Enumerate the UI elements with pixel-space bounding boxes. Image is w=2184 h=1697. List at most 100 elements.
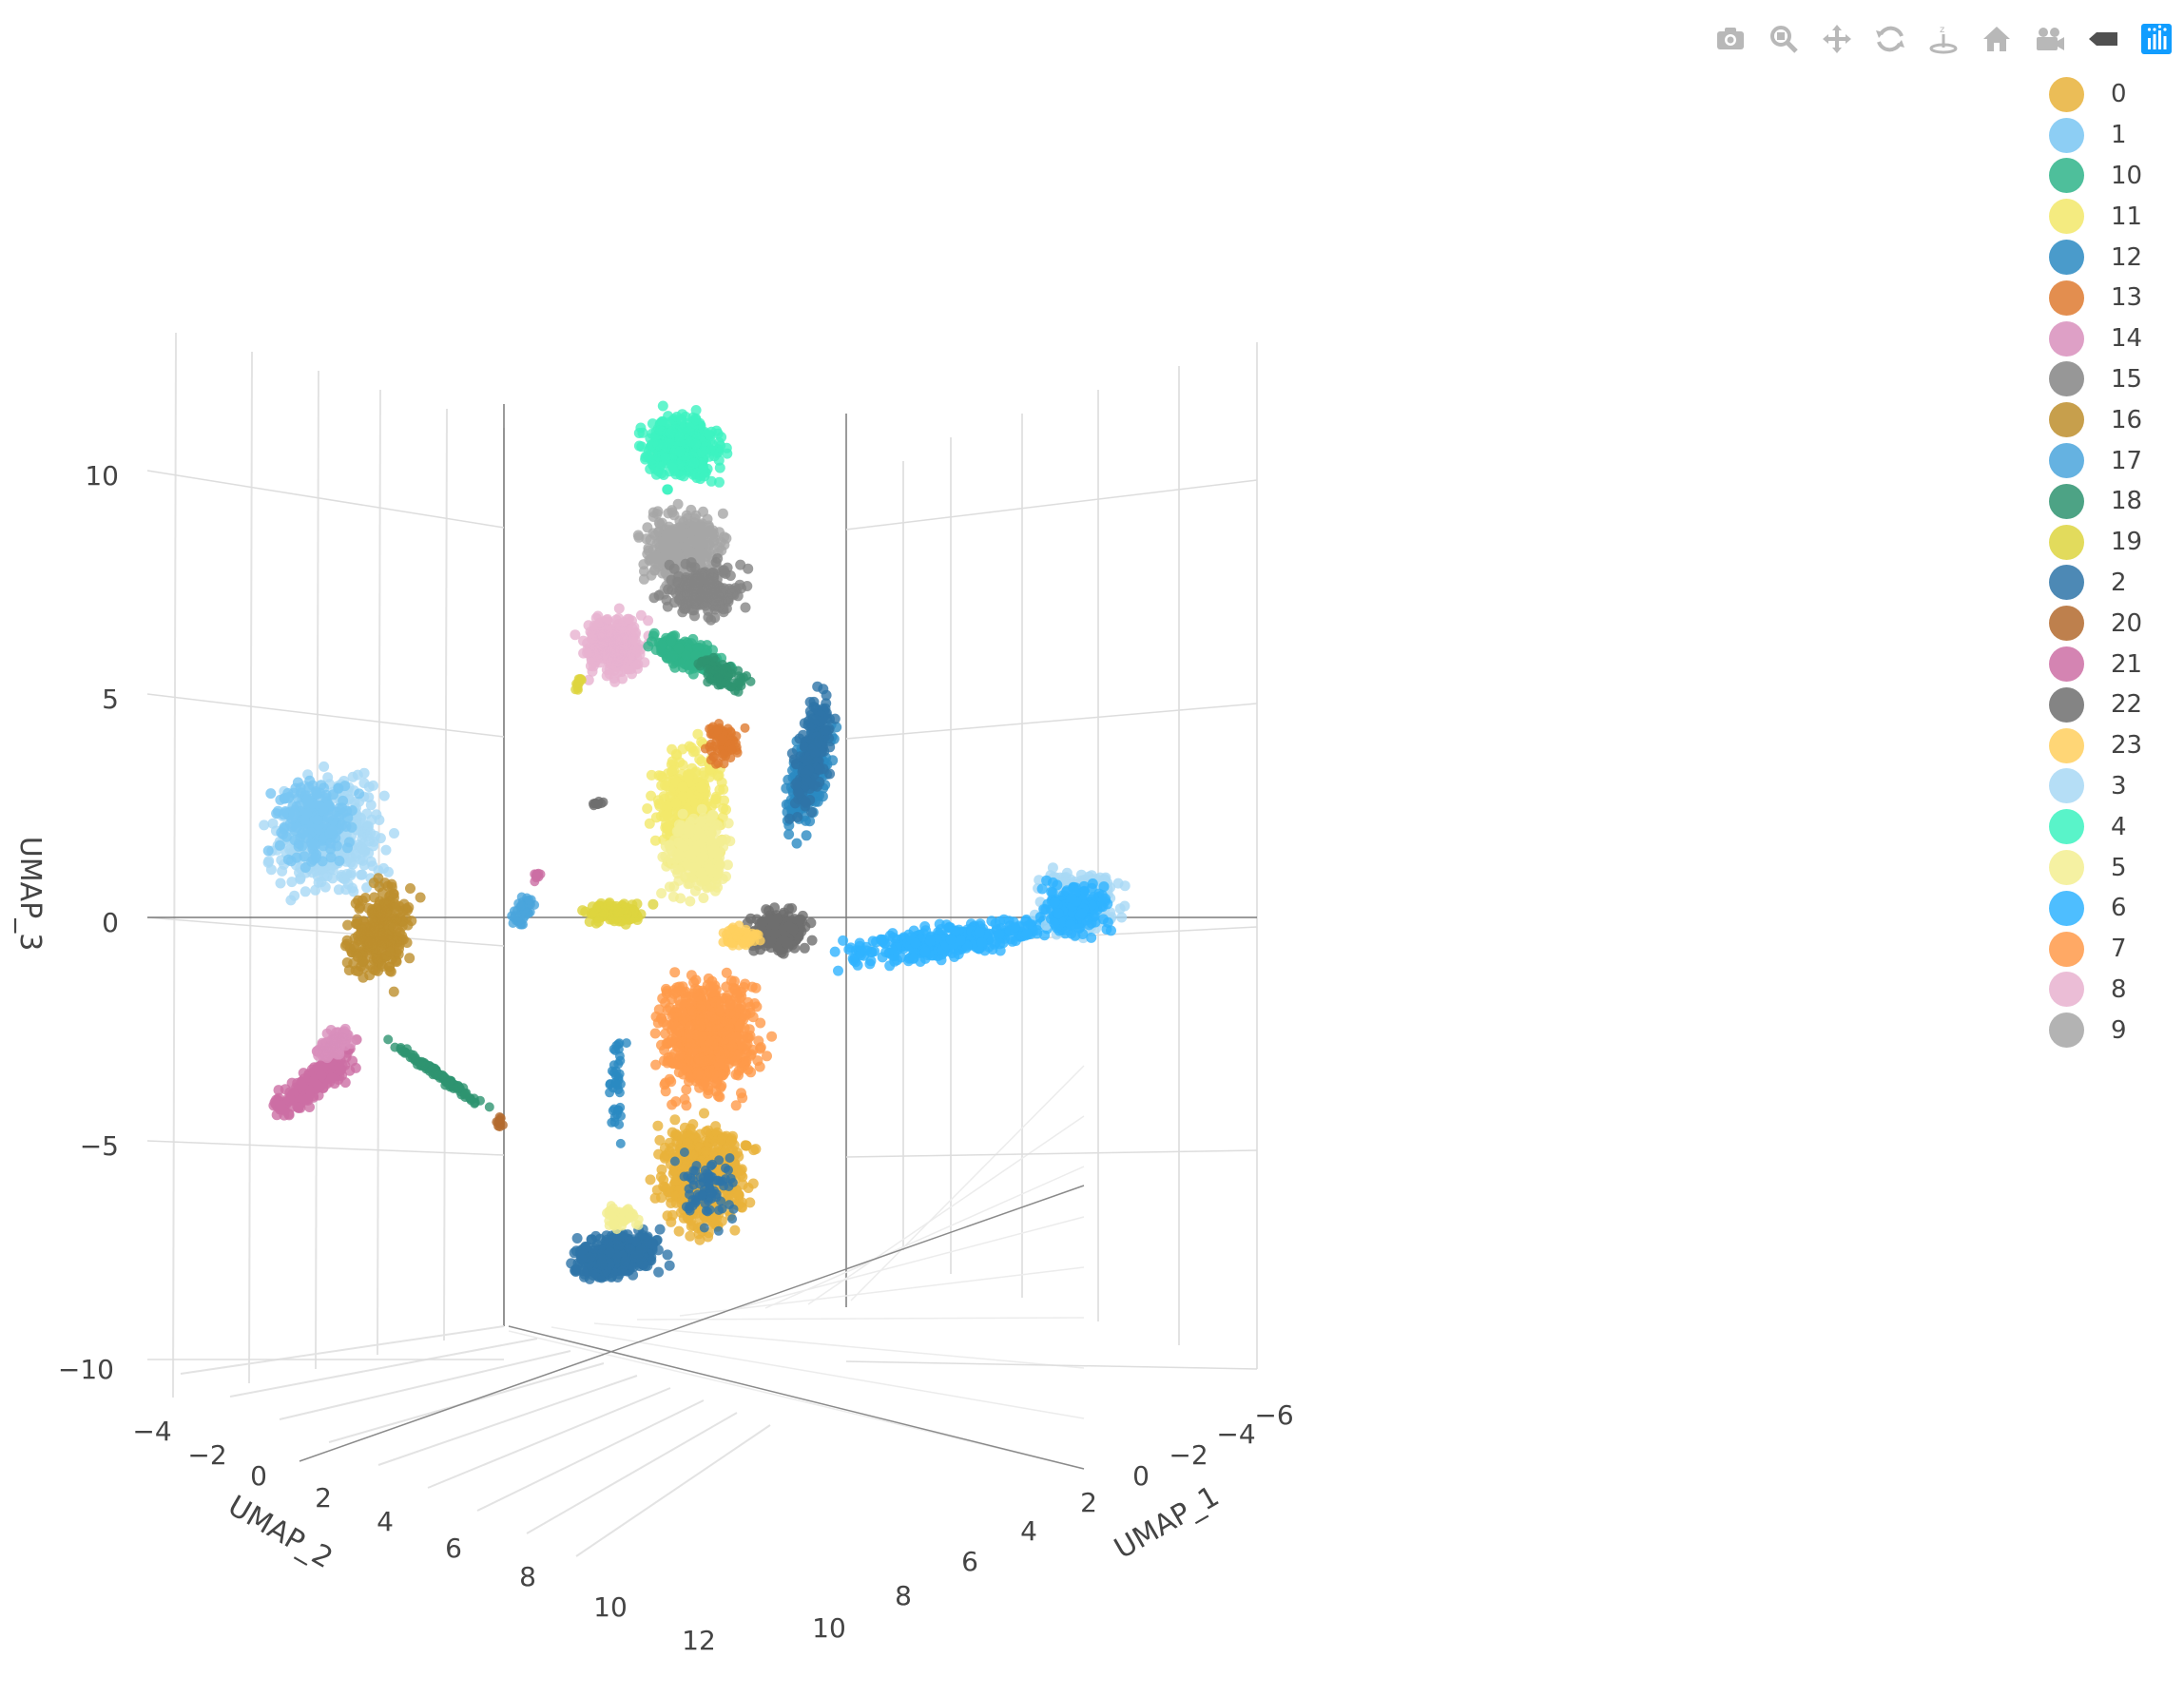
point-cluster-15	[702, 584, 712, 595]
point-cluster-15	[743, 563, 754, 574]
point-cluster-4	[690, 415, 702, 426]
point-cluster-5	[714, 858, 725, 870]
point-cluster-9	[638, 559, 649, 570]
point-cluster-6	[1007, 935, 1018, 947]
point-cluster-8	[615, 633, 627, 645]
point-cluster-6	[986, 916, 997, 927]
point-cluster-6	[936, 924, 946, 935]
point-cluster-5	[689, 844, 701, 856]
point-cluster-16	[342, 919, 354, 931]
point-cluster-12	[781, 782, 792, 794]
point-cluster-3	[285, 895, 297, 906]
point-cluster-16	[349, 940, 359, 952]
point-cluster-4	[667, 459, 678, 471]
point-cluster-5	[673, 826, 685, 837]
point-cluster-9	[643, 545, 654, 556]
point-cluster-21	[301, 1093, 313, 1105]
point-cluster-3	[1116, 912, 1128, 923]
point-cluster-2	[812, 681, 823, 692]
grid-line	[427, 1387, 671, 1489]
point-cluster-6	[936, 955, 947, 966]
point-cluster-16	[369, 892, 380, 903]
point-cluster-6	[886, 944, 898, 955]
point-cluster-8	[635, 609, 647, 621]
point-cluster-18	[383, 1034, 394, 1045]
point-cluster-16	[394, 943, 404, 955]
point-cluster-5	[720, 834, 731, 845]
point-cluster-16	[404, 953, 416, 964]
point-cluster-6	[833, 965, 843, 976]
point-cluster-16	[369, 927, 379, 938]
point-cluster-15	[707, 567, 719, 578]
point-cluster-20	[495, 1113, 506, 1124]
point-cluster-4	[705, 475, 717, 487]
point-cluster-16	[390, 902, 401, 913]
point-cluster-1	[302, 795, 314, 806]
point-cluster-11	[678, 790, 688, 801]
grid-line	[476, 1399, 705, 1512]
point-cluster-15	[691, 594, 703, 606]
point-cluster-5	[677, 808, 688, 820]
point-cluster-4	[633, 428, 645, 438]
point-cluster-5	[667, 891, 679, 902]
point-cluster-1	[292, 777, 303, 788]
point-cluster-5	[712, 868, 724, 879]
point-cluster-4	[678, 471, 689, 482]
point-cluster-3	[373, 865, 384, 877]
point-cluster-9	[663, 508, 674, 519]
point-cluster-6	[994, 916, 1005, 927]
point-cluster-6	[1008, 916, 1019, 928]
point-cluster-16	[388, 888, 399, 899]
point-cluster-3	[1047, 862, 1058, 874]
point-cluster-4	[665, 428, 676, 439]
point-cluster-4	[722, 448, 733, 459]
point-cluster-6	[1086, 899, 1097, 911]
point-cluster-4	[662, 484, 673, 495]
grid-line	[443, 408, 448, 1341]
point-cluster-6	[1056, 916, 1068, 928]
point-cluster-4	[656, 468, 667, 479]
point-cluster-8	[582, 638, 593, 649]
grid-line	[845, 1360, 1258, 1370]
point-cluster-12	[827, 755, 839, 766]
point-cluster-11	[677, 781, 688, 793]
point-cluster-6	[910, 937, 921, 949]
point-cluster-9	[688, 517, 700, 529]
point-cluster-3	[1119, 880, 1131, 892]
point-cluster-5	[711, 849, 723, 860]
point-cluster-4	[704, 429, 715, 440]
grid-line	[172, 332, 177, 1398]
point-cluster-1	[322, 812, 334, 823]
point-cluster-5	[670, 864, 682, 875]
point-cluster-3	[380, 844, 392, 856]
point-cluster-6	[1100, 893, 1111, 904]
grid-line	[575, 1424, 771, 1557]
point-cluster-11	[692, 728, 704, 740]
point-cluster-1	[303, 781, 315, 793]
point-cluster-3	[262, 857, 274, 868]
point-cluster-3	[259, 820, 270, 831]
point-cluster-10	[673, 643, 685, 654]
point-cluster-3	[358, 778, 370, 789]
point-cluster-16	[355, 901, 366, 913]
point-cluster-6	[908, 953, 919, 964]
grid-line	[508, 1325, 1085, 1470]
point-cluster-6	[1021, 928, 1033, 939]
point-cluster-5	[694, 817, 705, 828]
point-cluster-16	[341, 935, 353, 946]
point-cluster-2	[810, 714, 821, 725]
point-cluster-1	[311, 788, 322, 800]
point-cluster-1	[275, 794, 286, 805]
point-cluster-13	[718, 735, 728, 744]
point-cluster-3	[317, 863, 328, 875]
grid-line	[679, 1266, 1085, 1317]
point-cluster-6	[924, 935, 936, 946]
point-cluster-4	[690, 438, 702, 450]
point-cluster-16	[392, 931, 403, 942]
point-cluster-6	[1065, 919, 1076, 931]
point-cluster-4	[685, 422, 695, 434]
point-cluster-6	[953, 949, 964, 960]
point-cluster-9	[642, 522, 653, 533]
point-cluster-9	[687, 525, 699, 536]
